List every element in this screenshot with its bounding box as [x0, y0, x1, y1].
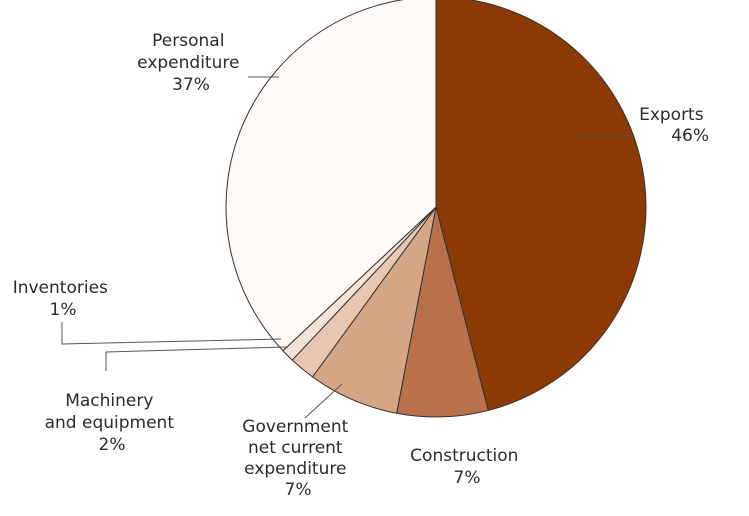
- label-personal-value: 37%: [172, 75, 210, 95]
- pie-slices: [225, 0, 647, 418]
- label-machinery-name-2: and equipment: [45, 413, 175, 433]
- label-personal-name-2: expenditure: [137, 53, 239, 73]
- label-government-name-1: Government: [242, 417, 348, 437]
- label-government-name-2: net current: [248, 438, 343, 458]
- leader-machinery: [105, 346, 289, 371]
- label-inventories-value: 1%: [50, 300, 77, 320]
- label-construction: Construction 7%: [410, 446, 524, 488]
- label-government-value: 7%: [285, 480, 312, 500]
- slice-exports: [435, 0, 647, 412]
- label-machinery: Machinery and equipment 2%: [45, 391, 180, 455]
- label-government: Government net current expenditure 7%: [242, 417, 353, 500]
- label-exports: Exports 46%: [639, 105, 709, 146]
- label-construction-name: Construction: [410, 446, 518, 466]
- leader-government: [304, 383, 343, 419]
- label-machinery-value: 2%: [99, 435, 126, 455]
- label-inventories-name: Inventories: [13, 278, 108, 298]
- label-personal-name-1: Personal: [152, 31, 224, 51]
- slice-personal-expenditure: [225, 0, 437, 352]
- label-government-name-3: expenditure: [244, 459, 346, 479]
- leader-inventories: [61, 322, 282, 345]
- label-machinery-name-1: Machinery: [65, 391, 153, 411]
- label-exports-value: 46%: [671, 126, 709, 146]
- label-construction-value: 7%: [454, 468, 481, 488]
- label-exports-name: Exports: [639, 105, 704, 125]
- label-inventories: Inventories 1%: [13, 278, 114, 320]
- label-personal: Personal expenditure 37%: [137, 31, 245, 95]
